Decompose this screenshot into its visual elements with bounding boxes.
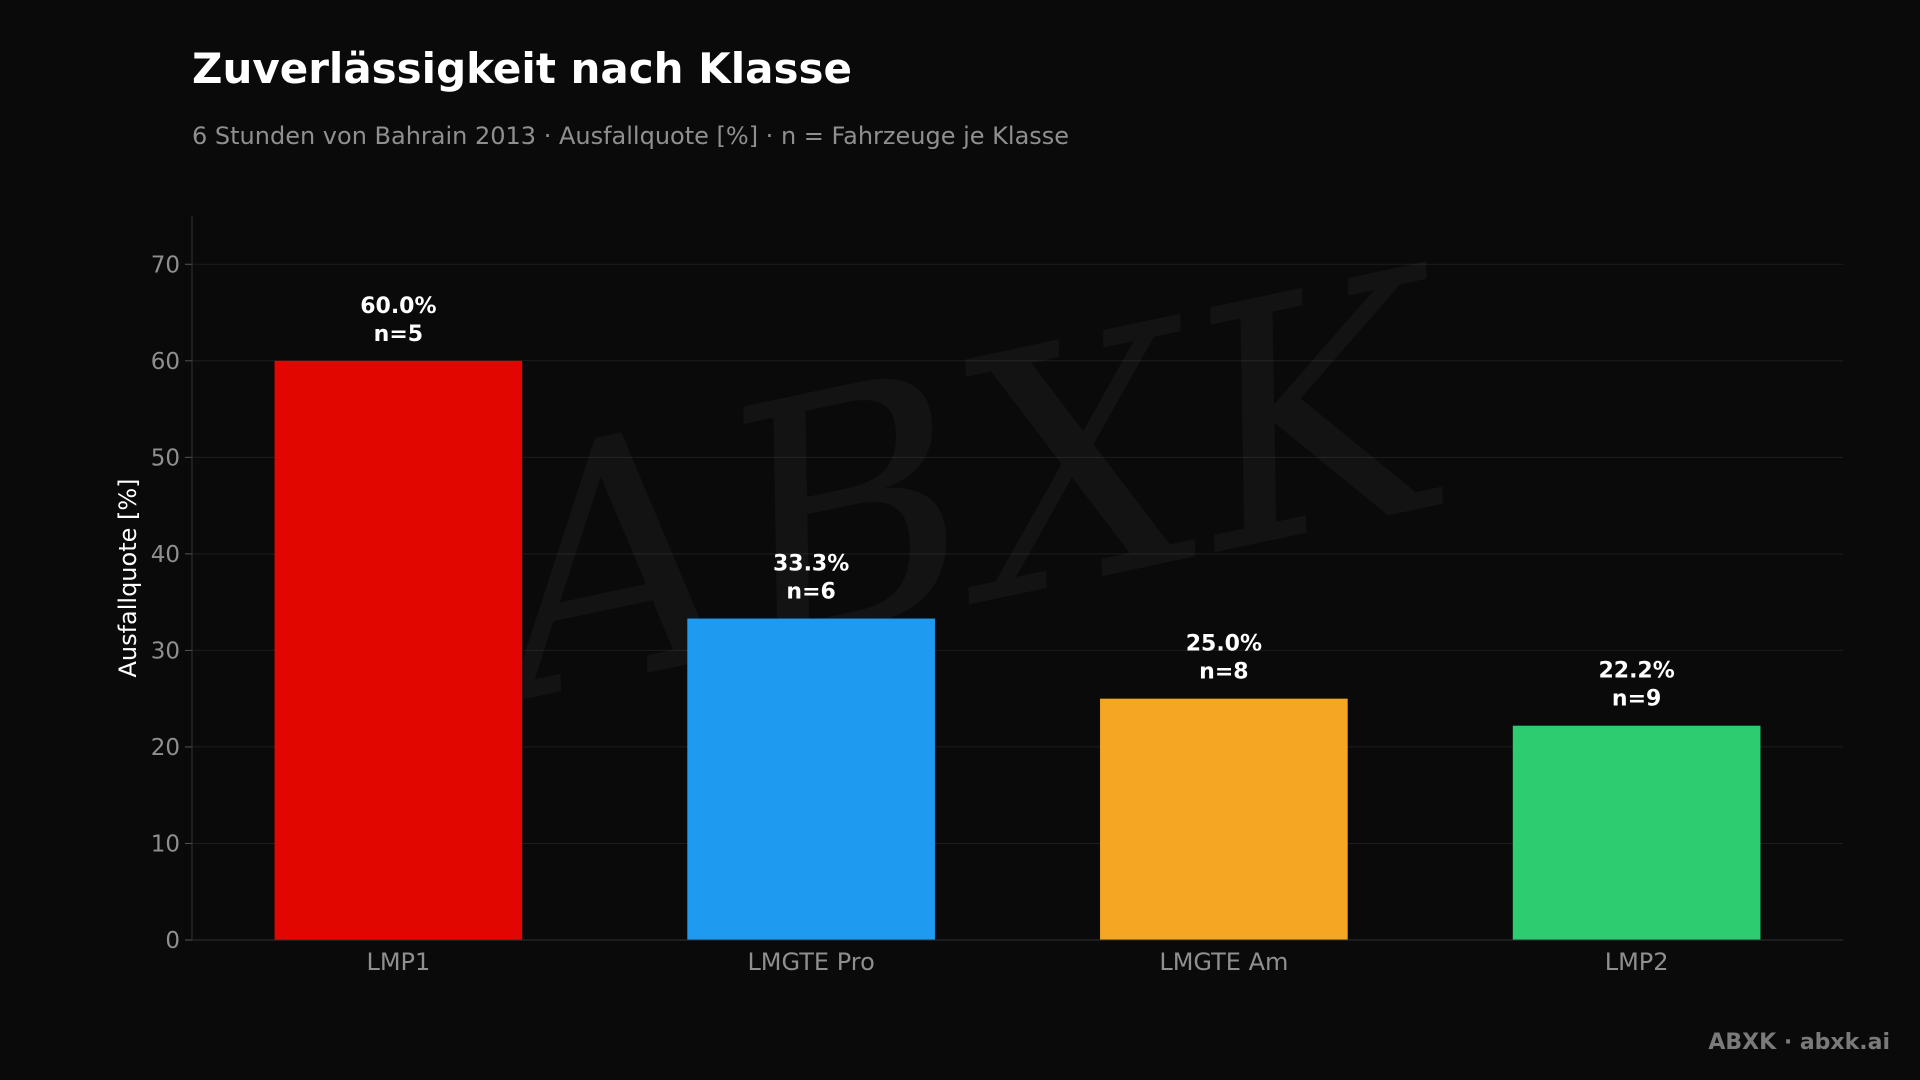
bar-n-label: n=9 xyxy=(1612,687,1661,712)
y-tick-label: 20 xyxy=(151,735,180,761)
bar-value-label: 33.3% xyxy=(773,552,849,577)
data-labels: 60.0% n=5 33.3% n=6 25.0% n=8 22.2% n=9 xyxy=(360,294,1675,712)
watermark-logo: ABXK xyxy=(431,197,1493,781)
y-tick-label: 0 xyxy=(165,928,180,954)
bar-lmgte-am xyxy=(1100,698,1348,940)
y-tick-label: 30 xyxy=(151,638,180,664)
bar-lmp2 xyxy=(1512,725,1761,940)
x-tick-label: LMGTE Am xyxy=(1159,948,1288,976)
y-tick-label: 60 xyxy=(151,349,180,375)
bar-value-label: 60.0% xyxy=(360,294,436,319)
bar-value-label: 22.2% xyxy=(1598,659,1674,684)
chart-title: Zuverlässigkeit nach Klasse xyxy=(192,44,852,93)
bar-lmp1 xyxy=(274,360,523,940)
footer-credit: ABXK · abxk.ai xyxy=(1708,1030,1890,1055)
x-tick-label: LMP2 xyxy=(1605,948,1669,976)
bar-n-label: n=6 xyxy=(786,580,835,605)
x-tick-label: LMGTE Pro xyxy=(747,948,874,976)
bar-n-label: n=8 xyxy=(1199,660,1248,685)
y-tick-label: 10 xyxy=(151,831,180,857)
chart-subtitle: 6 Stunden von Bahrain 2013 · Ausfallquot… xyxy=(192,122,1070,150)
y-tick-label: 70 xyxy=(151,252,180,278)
bar-lmgte-pro xyxy=(687,618,935,940)
bars xyxy=(274,360,1761,940)
bar-n-label: n=5 xyxy=(374,322,423,347)
y-axis-label: Ausfallquote [%] xyxy=(114,478,142,677)
y-tick-label: 40 xyxy=(151,542,180,568)
x-tick-label: LMP1 xyxy=(366,948,430,976)
y-tick-label: 50 xyxy=(151,445,180,471)
watermark-text: ABXK xyxy=(431,197,1493,781)
bar-value-label: 25.0% xyxy=(1186,632,1262,657)
axes: 0 10 20 30 40 50 60 70 Ausfallquote [%] LMP1 LMGTE… xyxy=(114,216,1843,976)
